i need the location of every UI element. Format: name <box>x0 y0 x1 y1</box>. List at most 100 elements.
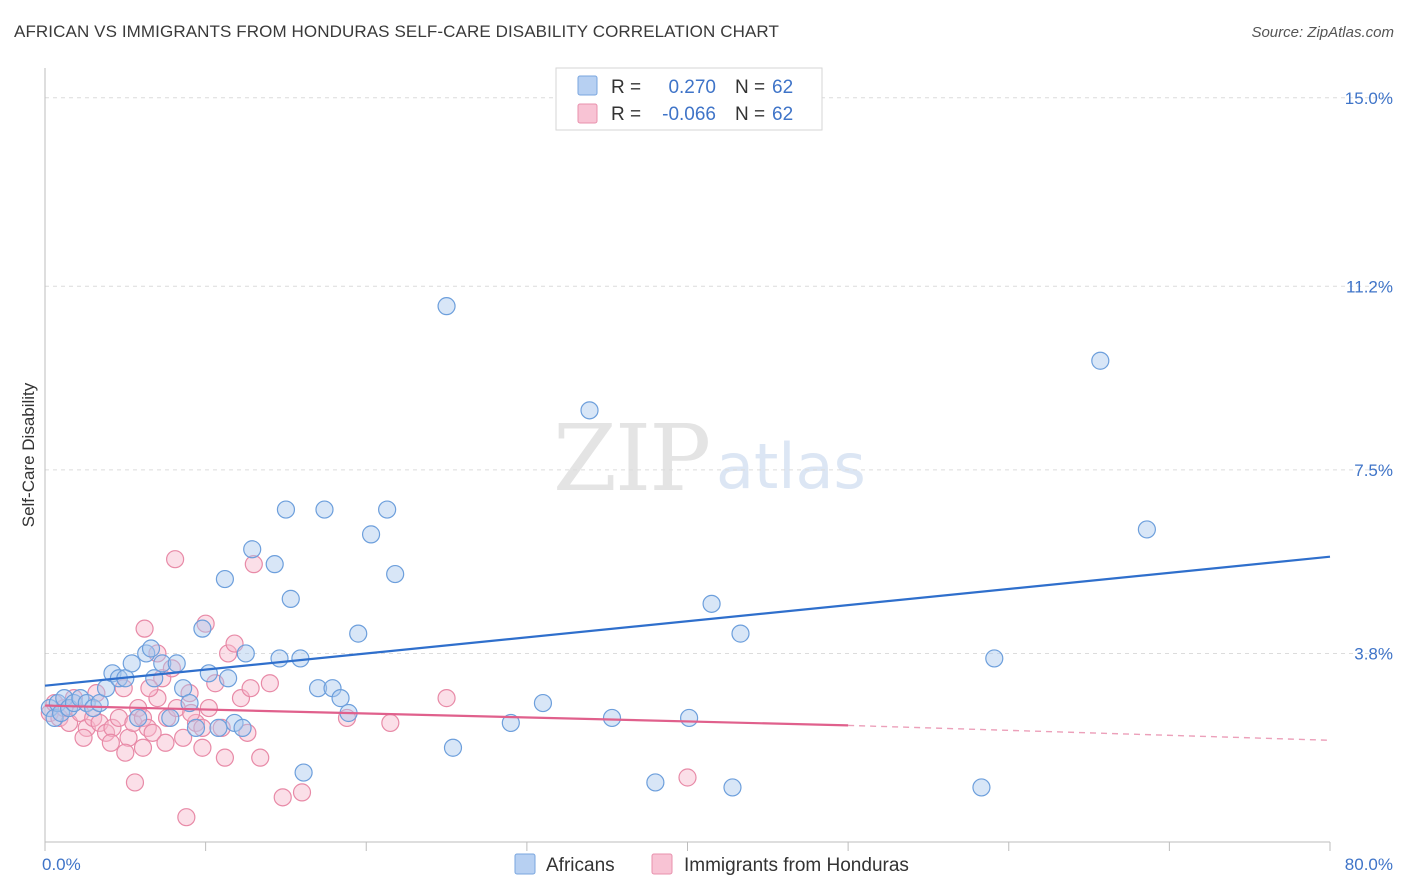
x-tick-label-max: 80.0% <box>1345 855 1393 874</box>
series-africans-points <box>40 297 1156 797</box>
legend-r-label-africans: R = <box>611 77 641 98</box>
point-honduras <box>219 644 238 663</box>
point-africans <box>209 718 228 737</box>
point-honduras <box>174 728 193 747</box>
watermark: ZIP atlas <box>553 405 866 512</box>
point-honduras <box>199 698 218 718</box>
point-honduras <box>133 738 153 757</box>
legend-n-label-honduras: N = <box>735 104 765 125</box>
point-africans <box>1091 351 1110 370</box>
point-africans <box>437 297 456 316</box>
point-honduras <box>241 679 260 698</box>
point-africans <box>129 708 148 728</box>
point-africans <box>186 718 206 737</box>
watermark-zip: ZIP <box>553 405 709 512</box>
point-africans <box>361 525 381 544</box>
legend-n-value-africans: 62 <box>772 77 793 98</box>
y-tick-label: 11.2% <box>1346 277 1393 296</box>
point-africans <box>294 763 313 782</box>
point-africans <box>199 664 218 683</box>
point-africans <box>243 540 262 559</box>
point-africans <box>122 654 141 673</box>
point-africans <box>602 708 622 728</box>
point-honduras <box>251 748 270 767</box>
source-credit: Source: ZipAtlas.com <box>1251 24 1394 41</box>
point-honduras <box>437 689 456 708</box>
bottom-legend: Africans Immigrants from Honduras <box>514 853 909 876</box>
legend-swatch-africans <box>577 75 598 96</box>
point-africans <box>501 713 520 733</box>
point-africans <box>533 693 553 713</box>
point-africans <box>153 654 172 673</box>
point-africans <box>646 773 665 792</box>
point-africans <box>193 619 212 638</box>
point-honduras <box>292 783 312 802</box>
point-honduras <box>381 713 400 733</box>
point-africans <box>281 589 300 608</box>
legend-swatch-honduras <box>577 103 598 124</box>
point-africans <box>680 708 699 728</box>
y-tick-label: 3.8% <box>1354 644 1393 663</box>
point-africans <box>315 500 334 519</box>
point-honduras <box>273 788 292 807</box>
point-honduras <box>133 708 153 728</box>
point-africans <box>386 564 405 584</box>
y-axis-tick-labels: 3.8% 7.5% 11.2% 15.0% <box>1345 89 1393 664</box>
point-honduras <box>231 689 251 708</box>
trend-lines <box>44 555 1331 741</box>
point-honduras <box>156 733 175 752</box>
y-tick-label: 7.5% <box>1354 461 1393 480</box>
point-africans <box>443 738 463 757</box>
trend-line-honduras-extrapolated <box>848 724 1331 741</box>
legend-r-value-honduras: -0.066 <box>662 104 716 125</box>
bottom-legend-label-africans: Africans <box>546 855 615 876</box>
x-axis-tick-labels: 0.0% 80.0% <box>42 855 1393 874</box>
point-africans <box>270 649 289 668</box>
point-africans <box>265 555 284 574</box>
point-africans <box>985 649 1004 668</box>
point-honduras <box>196 614 215 633</box>
point-honduras <box>260 674 279 693</box>
x-tick-label-min: 0.0% <box>42 855 81 874</box>
x-axis-ticks <box>44 842 1331 851</box>
point-honduras <box>193 718 212 737</box>
chart-title: AFRICAN VS IMMIGRANTS FROM HONDURAS SELF… <box>14 22 779 41</box>
legend-n-label-africans: N = <box>735 77 765 98</box>
point-africans <box>723 778 742 797</box>
point-africans <box>180 693 199 713</box>
point-honduras <box>166 550 185 569</box>
series-honduras-points <box>40 550 697 827</box>
y-axis-label: Self-Care Disability <box>19 382 38 527</box>
point-honduras <box>109 708 128 728</box>
legend-r-value-africans: 0.270 <box>668 77 716 98</box>
point-africans <box>349 624 368 643</box>
trend-line-africans <box>44 555 1331 687</box>
point-africans <box>145 669 164 688</box>
point-honduras <box>215 748 234 767</box>
legend-r-label-honduras: R = <box>611 104 641 125</box>
point-africans <box>161 708 180 728</box>
point-africans <box>141 639 161 658</box>
grid-lines <box>45 97 1392 654</box>
point-africans <box>580 401 599 420</box>
trend-line-honduras <box>44 704 849 727</box>
point-honduras <box>177 808 196 827</box>
point-honduras <box>103 718 122 737</box>
point-africans <box>233 718 252 737</box>
point-africans <box>215 569 234 589</box>
point-africans <box>731 624 750 643</box>
point-africans <box>167 654 186 673</box>
bottom-legend-swatch-africans <box>514 853 536 875</box>
point-honduras <box>135 619 154 638</box>
point-honduras <box>74 728 93 747</box>
point-honduras <box>116 743 135 762</box>
point-honduras <box>143 723 162 742</box>
legend-n-value-honduras: 62 <box>772 104 793 125</box>
point-honduras <box>140 679 159 698</box>
point-africans <box>219 669 238 688</box>
point-honduras <box>678 768 697 787</box>
point-honduras <box>101 733 120 752</box>
point-africans <box>972 778 991 797</box>
bottom-legend-swatch-honduras <box>651 853 673 875</box>
